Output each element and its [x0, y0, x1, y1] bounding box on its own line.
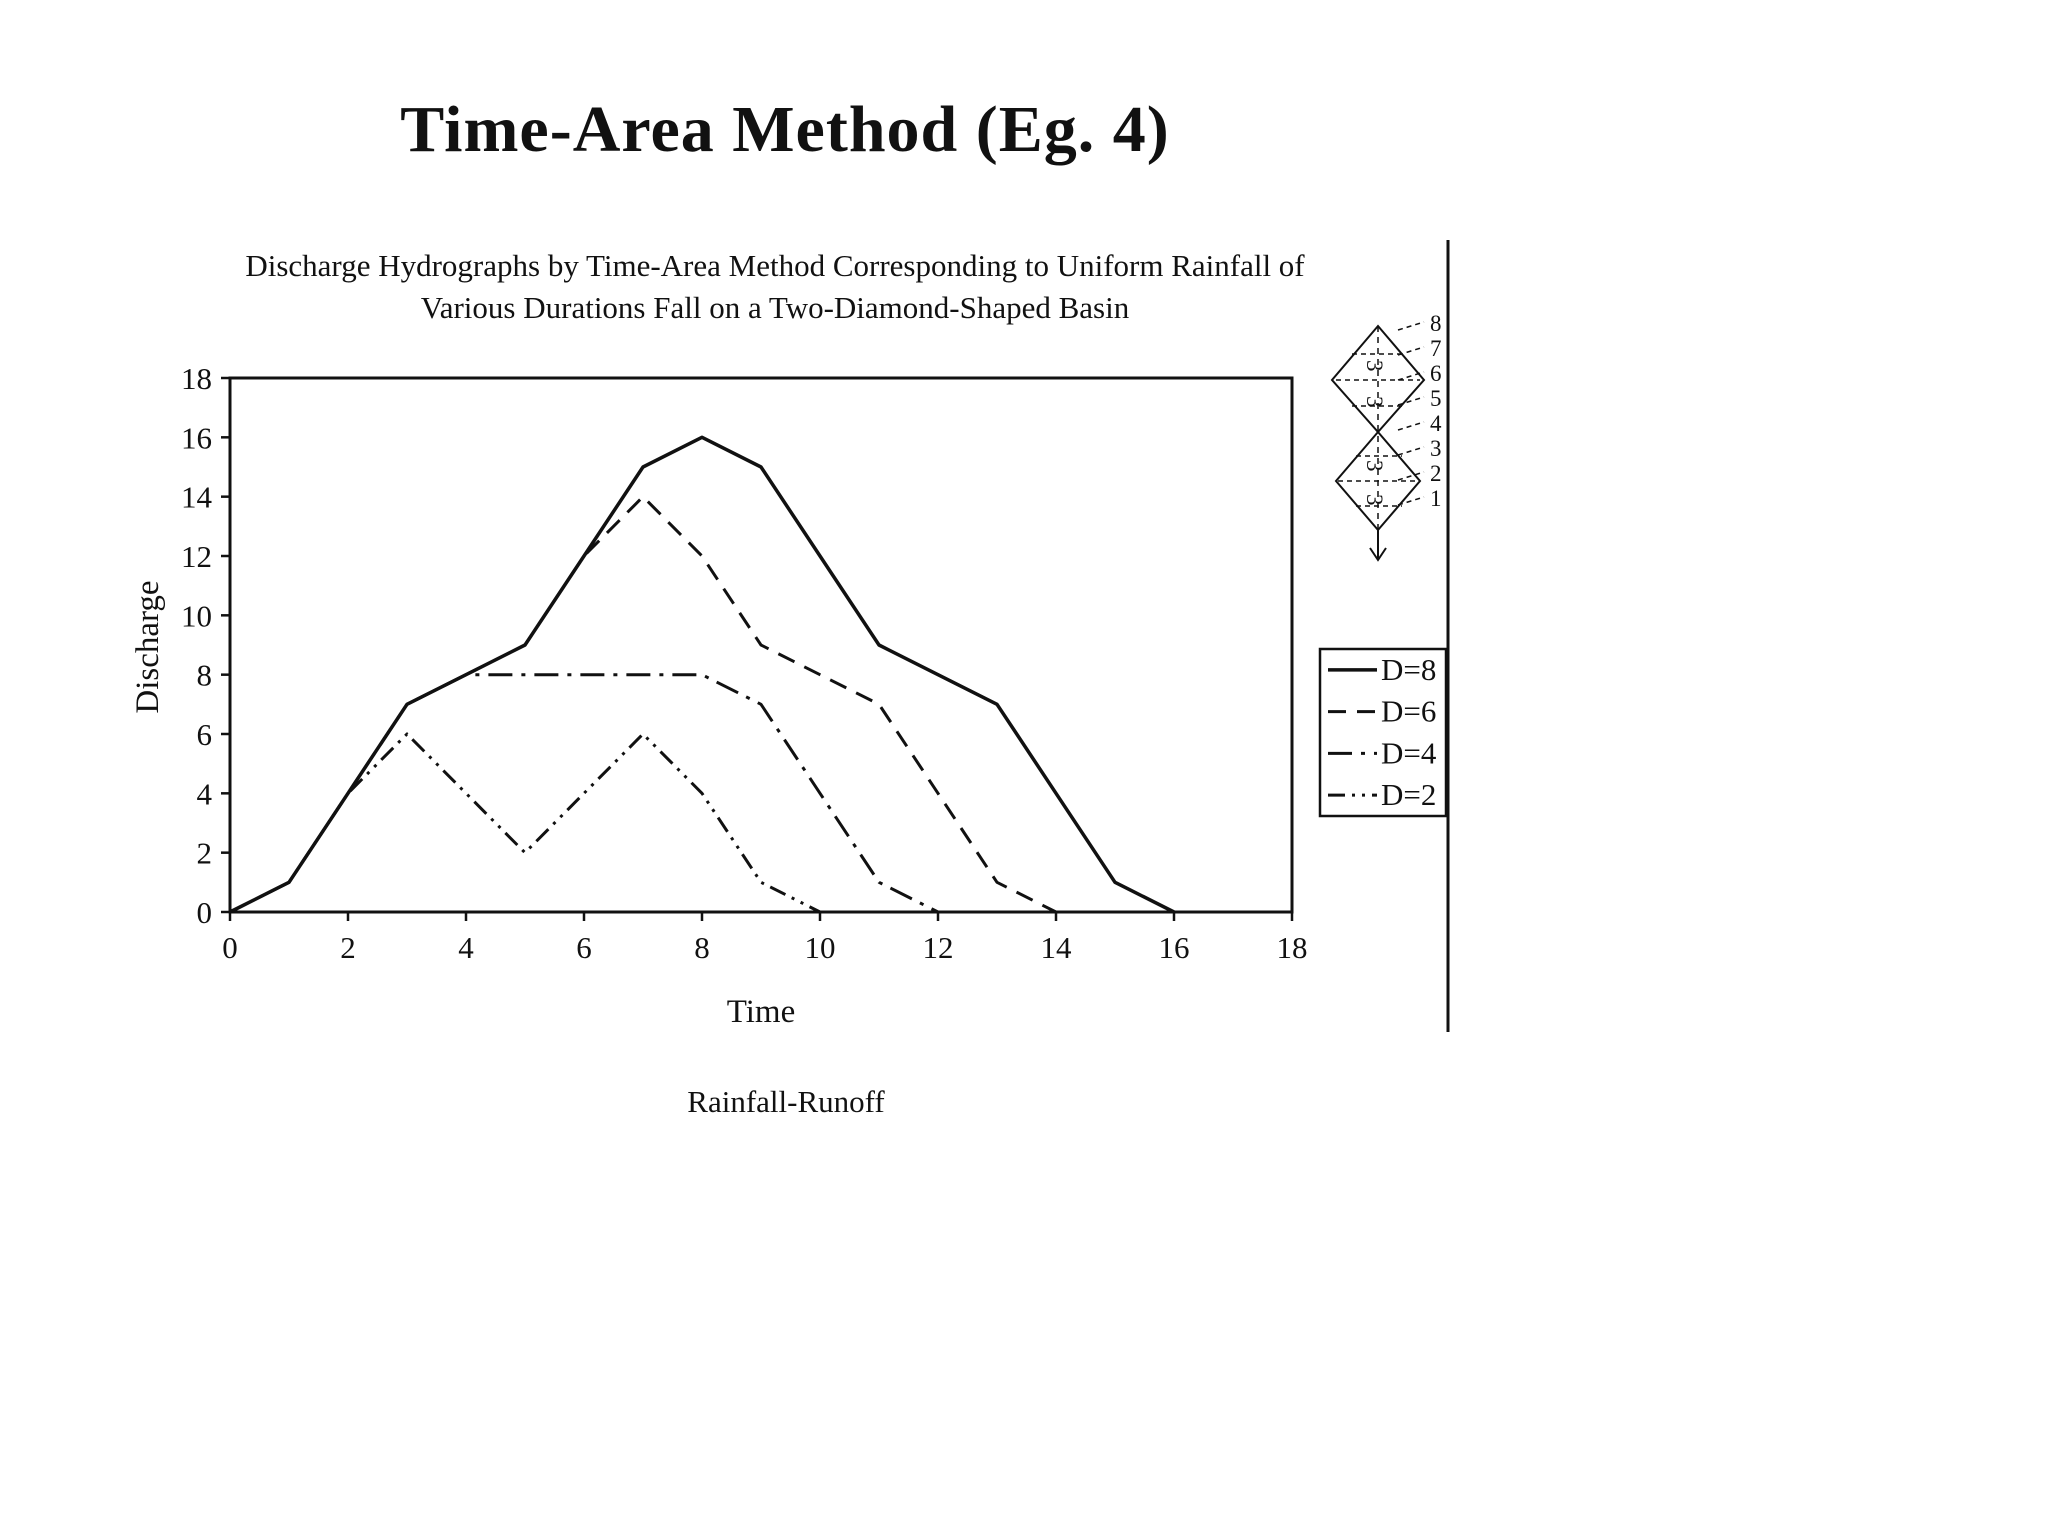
isochrone-label: 6	[1430, 361, 1442, 386]
isochrone-leader	[1397, 446, 1425, 456]
isochrone-leader	[1397, 421, 1425, 431]
x-tick-label: 2	[340, 930, 356, 965]
x-tick-label: 0	[222, 930, 238, 965]
x-axis-title: Time	[726, 994, 796, 1030]
chart-title-line1: Discharge Hydrographs by Time-Area Metho…	[245, 248, 1305, 283]
y-tick-label: 16	[181, 420, 212, 455]
chart-title-line2: Various Durations Fall on a Two-Diamond-…	[420, 290, 1130, 325]
page-title: Time-Area Method (Eg. 4)	[400, 93, 1170, 166]
area-label: 3	[1362, 396, 1387, 408]
isochrone-leader	[1397, 346, 1425, 356]
isochrone-label: 5	[1430, 386, 1442, 411]
series-D=2	[229, 732, 821, 914]
x-tick-label: 16	[1159, 930, 1190, 965]
isochrone-label: 8	[1430, 311, 1442, 336]
y-tick-label: 18	[181, 361, 212, 396]
legend-label-D=6: D=6	[1381, 694, 1436, 729]
x-tick-label: 12	[923, 930, 954, 965]
legend-label-D=4: D=4	[1381, 735, 1437, 770]
x-tick-label: 6	[576, 930, 592, 965]
isochrone-label: 4	[1430, 411, 1442, 436]
isochrone-leader	[1397, 371, 1425, 381]
series-D=4	[229, 673, 939, 914]
y-tick-label: 8	[197, 658, 213, 693]
isochrone-label: 2	[1430, 461, 1442, 486]
y-tick-label: 2	[197, 836, 213, 871]
isochrone-leader	[1397, 396, 1425, 406]
legend-label-D=8: D=8	[1381, 652, 1436, 687]
series-D=6	[229, 495, 1057, 914]
y-tick-label: 14	[181, 480, 213, 515]
y-tick-label: 0	[197, 895, 213, 930]
area-label: 3	[1362, 460, 1387, 472]
legend-box	[1318, 647, 1448, 818]
y-tick-label: 10	[181, 598, 212, 633]
isochrone-leader	[1397, 496, 1425, 506]
area-label: 3	[1362, 360, 1387, 372]
slide-footer: Rainfall-Runoff	[687, 1084, 885, 1119]
y-tick-label: 12	[181, 539, 212, 574]
area-label: 3	[1362, 494, 1387, 506]
outlet-arrow-head	[1369, 547, 1387, 562]
x-tick-label: 18	[1277, 930, 1308, 965]
y-axis-title: Discharge	[130, 580, 166, 714]
series-D=8	[229, 435, 1175, 914]
x-tick-label: 10	[805, 930, 836, 965]
isochrone-label: 7	[1430, 336, 1442, 361]
isochrone-label: 3	[1430, 436, 1442, 461]
plot-frame	[228, 376, 1294, 914]
isochrone-leader	[1397, 471, 1425, 481]
x-tick-label: 4	[458, 930, 474, 965]
isochrone-leader	[1397, 321, 1425, 331]
x-tick-label: 8	[694, 930, 710, 965]
x-tick-label: 14	[1041, 930, 1073, 965]
y-tick-label: 6	[197, 717, 213, 752]
isochrone-label: 1	[1430, 486, 1442, 511]
legend-label-D=2: D=2	[1381, 777, 1436, 812]
y-tick-label: 4	[197, 776, 213, 811]
